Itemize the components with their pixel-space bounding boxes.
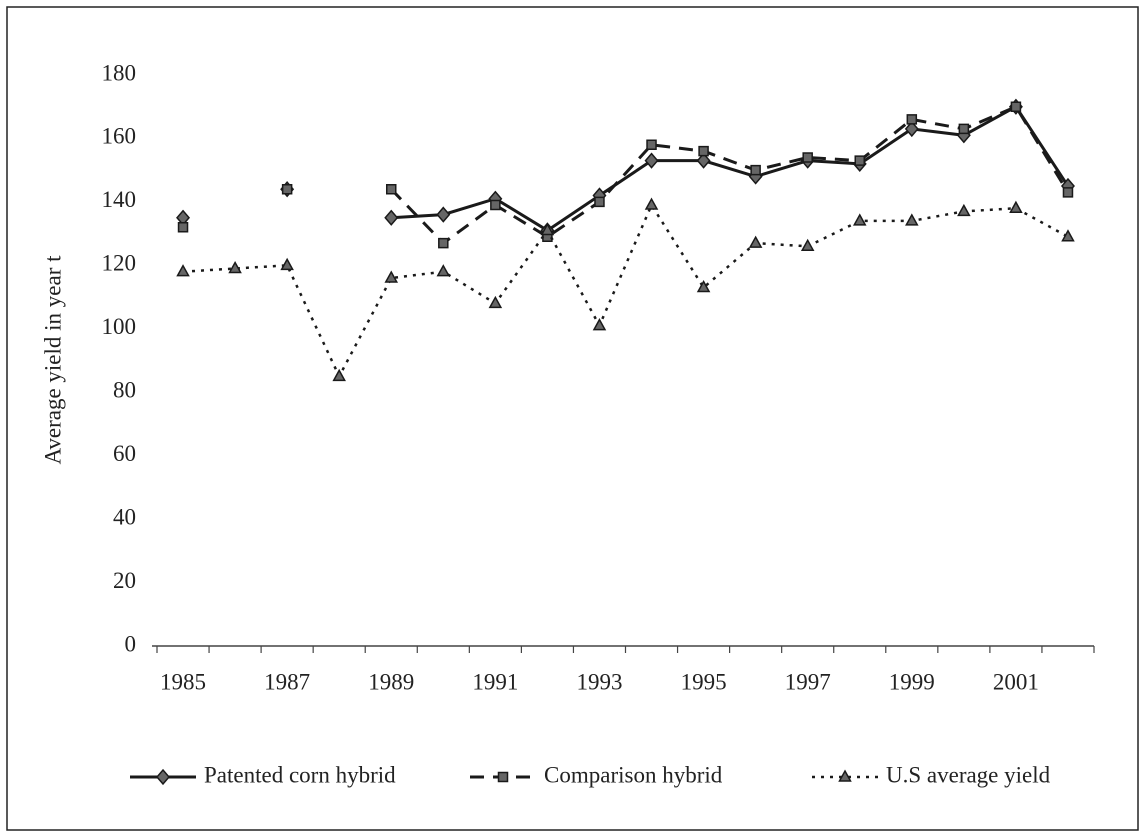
- triangle-marker: [644, 197, 659, 210]
- series-line: [391, 104, 1070, 233]
- y-tick-label: 180: [102, 60, 137, 85]
- square-marker: [958, 123, 970, 135]
- square-marker: [177, 222, 189, 233]
- square-marker: [854, 155, 865, 166]
- diamond-marker: [436, 206, 451, 223]
- triangle-marker: [436, 264, 451, 277]
- triangle-marker: [696, 279, 711, 293]
- y-axis-label: Average yield in year t: [40, 255, 65, 465]
- legend-label: U.S average yield: [886, 762, 1051, 787]
- y-tick-label: 140: [102, 187, 137, 212]
- diamond-marker: [384, 209, 399, 226]
- x-tick-label: 1995: [681, 669, 727, 694]
- triangle-marker: [838, 769, 852, 782]
- square-marker: [698, 145, 709, 157]
- y-tick-label: 160: [102, 124, 137, 149]
- square-marker: [594, 196, 605, 208]
- triangle-marker: [852, 213, 867, 226]
- y-tick-label: 80: [113, 378, 136, 403]
- square-marker: [906, 114, 918, 125]
- diamond-marker: [644, 152, 659, 169]
- triangle-marker: [540, 222, 555, 236]
- triangle-marker: [332, 368, 346, 382]
- diamond-marker: [156, 768, 170, 786]
- diamond-marker: [696, 152, 711, 169]
- square-marker: [1062, 187, 1074, 198]
- triangle-marker: [384, 270, 399, 283]
- triangle-marker: [1009, 200, 1023, 213]
- x-tick-label: 2001: [993, 669, 1039, 694]
- square-marker: [497, 771, 509, 783]
- x-tick-label: 1991: [472, 669, 518, 694]
- triangle-marker: [1061, 229, 1075, 242]
- triangle-marker: [592, 318, 607, 331]
- triangle-marker: [176, 264, 190, 277]
- x-tick-label: 1989: [368, 669, 414, 694]
- x-tick-label: 1997: [785, 669, 831, 694]
- square-marker: [646, 139, 657, 151]
- triangle-marker: [905, 213, 919, 226]
- series-line: [182, 202, 1069, 380]
- y-tick-label: 100: [102, 314, 137, 339]
- square-marker: [750, 164, 761, 176]
- diamond-marker: [904, 120, 919, 138]
- triangle-marker: [748, 235, 763, 248]
- series-line: [390, 104, 1070, 246]
- square-marker: [802, 152, 813, 163]
- y-tick-label: 60: [113, 441, 136, 466]
- x-tick-label: 1985: [160, 669, 206, 694]
- legend-label: Comparison hybrid: [544, 762, 723, 787]
- legend-label: Patented corn hybrid: [204, 762, 396, 787]
- square-marker: [1010, 101, 1022, 112]
- frame: [6, 6, 1139, 831]
- triangle-marker: [280, 257, 294, 271]
- square-marker: [386, 183, 397, 195]
- y-tick-label: 120: [102, 251, 137, 276]
- y-tick-label: 20: [113, 568, 136, 593]
- y-tick-label: 40: [113, 504, 136, 529]
- x-tick-label: 1993: [576, 669, 622, 694]
- triangle-marker: [957, 203, 971, 217]
- triangle-marker: [488, 295, 503, 309]
- y-tick-label: 0: [125, 631, 137, 656]
- triangle-marker: [228, 260, 242, 274]
- triangle-marker: [800, 238, 815, 252]
- x-tick-label: 1987: [264, 669, 310, 694]
- square-marker: [281, 183, 293, 195]
- x-tick-label: 1999: [889, 669, 935, 694]
- square-marker: [490, 199, 501, 211]
- square-marker: [438, 237, 449, 249]
